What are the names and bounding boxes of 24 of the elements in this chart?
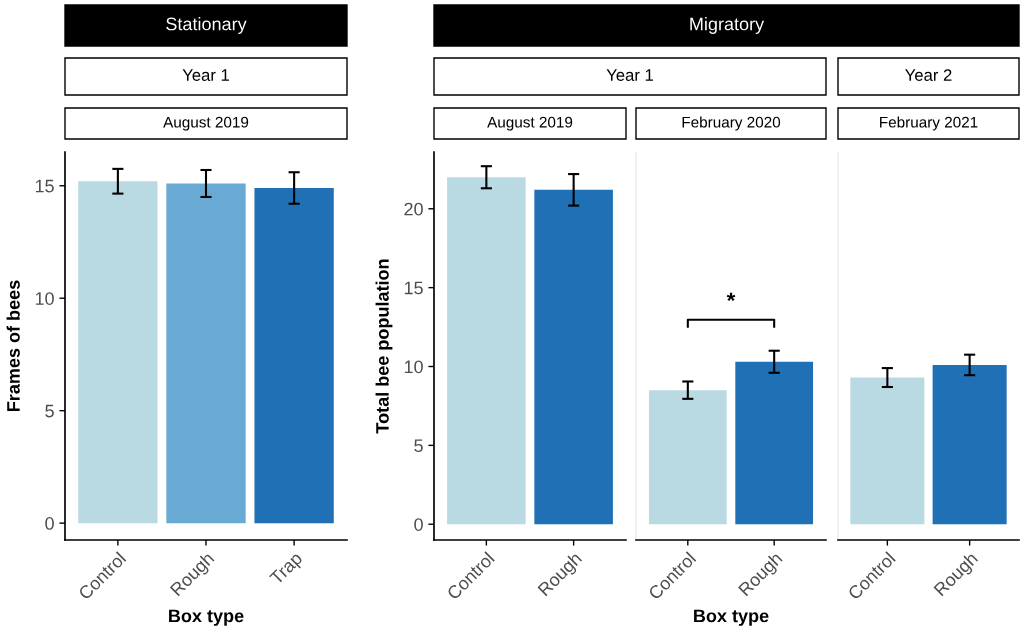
x-axis-title: Box type <box>169 609 244 626</box>
chart-title: February 2020 <box>682 116 781 131</box>
text: Migratory <box>690 17 765 34</box>
x-tick-label: Trap <box>269 551 306 588</box>
x-axis-title: Box type <box>694 609 769 626</box>
y-tick-label: 0 <box>414 518 423 531</box>
y-tick-label: 5 <box>45 404 54 418</box>
chart-title: August 2019 <box>163 116 249 131</box>
y-tick-label: 15 <box>404 281 423 295</box>
y-tick-label: 20 <box>404 202 423 216</box>
y-tick-label: 15 <box>35 179 54 193</box>
y-axis-title: Total bee population <box>375 259 393 434</box>
chart-title: August 2019 <box>487 116 573 131</box>
y-tick-label: 10 <box>35 292 54 305</box>
chart-title: February 2021 <box>880 116 978 131</box>
chart-subtitle: Year 2 <box>905 69 952 81</box>
chart-subtitle: Year 1 <box>182 69 229 81</box>
y-tick-label: 5 <box>414 439 423 453</box>
y-axis-title: Frames of bees <box>6 280 20 412</box>
chart-subtitle: Year 1 <box>606 69 653 81</box>
y-tick-label: 0 <box>45 517 54 530</box>
text: Stationary <box>166 17 247 34</box>
annotation: * <box>726 292 736 302</box>
y-tick-label: 10 <box>404 360 423 374</box>
